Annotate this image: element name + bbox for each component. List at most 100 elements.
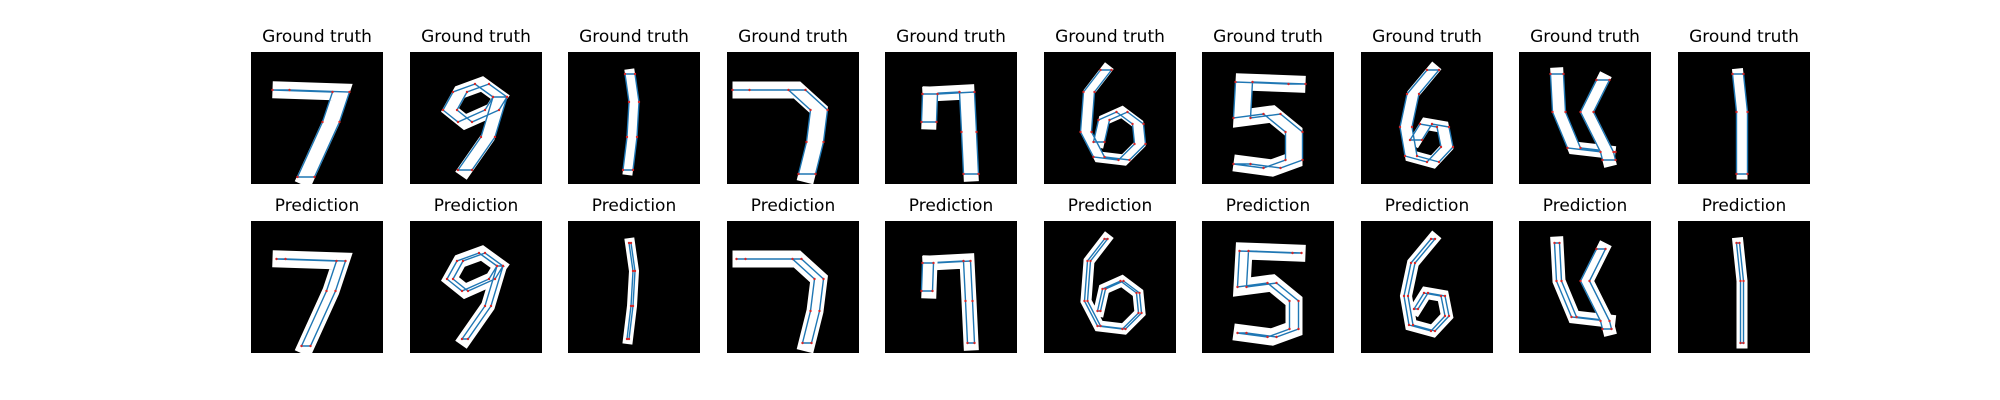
contour-vertex [1082,90,1085,94]
contour-vertex [1236,331,1239,335]
contour-vertex [491,95,495,99]
contour-vertex [962,259,965,263]
contour-vertex [1402,294,1406,298]
contour-vertex [1410,125,1414,129]
contour-vertex [1288,299,1291,303]
contour-vertex [483,304,487,308]
contour-vertex [629,304,633,308]
contour-vertex [960,130,963,134]
panel-title: Prediction [1067,196,1153,216]
contour-vertex [335,259,338,263]
contour-vertex [1101,287,1104,291]
panel-title: Prediction [908,196,994,216]
contour-vertex [473,82,477,86]
contour-vertex [483,251,487,255]
contour-vertex [1418,122,1422,126]
panel-title: Prediction [750,196,836,216]
contour-vertex [1420,138,1424,142]
panel-title: Ground truth [1530,27,1640,47]
contour-vertex [1746,110,1749,114]
panel-title: Prediction [433,196,519,216]
contour-vertex [487,277,491,281]
contour-vertex [1266,281,1269,285]
contour-vertex [1443,294,1447,298]
contour-vertex [1447,314,1451,318]
contour-vertex [1103,237,1106,241]
panel-title: Prediction [1225,196,1311,216]
contour-vertex [1592,110,1595,114]
contour-vertex [977,172,980,176]
contour-vertex [1287,82,1290,86]
contour-vertex [1437,68,1441,72]
contour-vertex [633,72,637,76]
digit-stroke [622,237,640,345]
contour-vertex [1742,279,1745,283]
contour-vertex [1251,80,1254,84]
contour-vertex [483,108,487,112]
contour-vertex [1247,249,1250,253]
contour-vertex [1406,294,1410,298]
contour-vertex [1430,122,1434,126]
contour-vertex [1437,160,1441,164]
contour-vertex [1110,68,1113,72]
contour-vertex [1422,291,1426,295]
contour-vertex [1117,158,1120,162]
digit-image [1678,221,1810,353]
panel-title: Prediction [1701,196,1787,216]
contour-vertex [813,277,816,281]
digit-image [568,52,700,184]
contour-vertex [456,120,460,124]
contour-vertex [1099,324,1102,328]
contour-vertex [791,257,794,261]
contour-vertex [1435,125,1439,129]
contour-vertex [1575,315,1578,319]
contour-vertex [1588,279,1591,283]
contour-vertex [1595,78,1598,82]
contour-vertex [1746,172,1749,176]
contour-vertex [309,344,312,348]
contour-vertex [1245,331,1248,335]
contour-vertex [1301,158,1304,162]
contour-vertex [493,277,497,281]
contour-vertex [1103,140,1106,144]
digit-image [568,221,700,353]
contour-vertex [1089,259,1092,263]
contour-vertex [331,90,334,94]
contour-vertex [1439,145,1443,149]
contour-vertex [451,277,455,281]
contour-vertex [932,261,935,265]
contour-vertex [1601,327,1604,331]
contour-vertex [1595,247,1598,251]
contour-vertex [1093,90,1096,94]
contour-vertex [731,88,734,92]
contour-vertex [1301,130,1304,134]
contour-vertex [1411,323,1415,327]
contour-vertex [921,92,924,96]
contour-vertex [455,259,459,263]
digit-image [1361,221,1493,353]
contour-vertex [1604,247,1607,251]
contour-vertex [1398,125,1402,129]
contour-vertex [1232,162,1235,166]
contour-vertex [631,304,635,308]
digit-image [251,221,383,353]
contour-vertex [1549,72,1552,76]
contour-vertex [623,72,627,76]
contour-vertex [1612,150,1615,154]
digit-stroke [441,76,510,180]
contour-vertex [971,299,974,303]
digit-stroke [622,68,640,176]
contour-vertex [1451,145,1455,149]
digit-stroke [1080,62,1146,166]
contour-vertex [1601,158,1604,162]
contour-vertex [1562,72,1565,76]
contour-vertex [1735,172,1738,176]
contour-vertex [338,120,341,124]
contour-vertex [1297,299,1300,303]
contour-vertex [973,90,976,94]
contour-vertex [275,257,278,261]
digit-image [1678,52,1810,184]
contour-vertex [633,269,637,273]
contour-vertex [966,341,969,345]
contour-vertex [477,251,481,255]
